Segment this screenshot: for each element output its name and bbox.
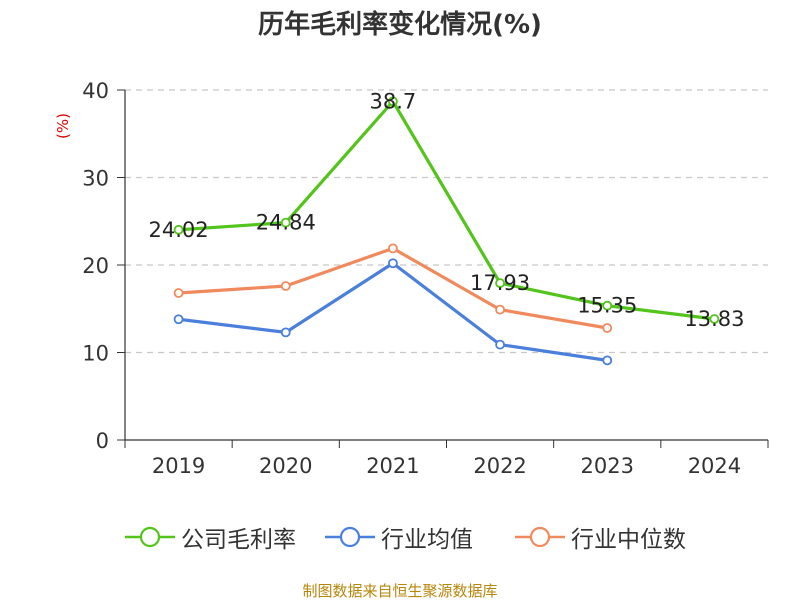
data-point — [602, 355, 613, 366]
data-label: 17.93 — [470, 271, 530, 295]
data-point — [388, 243, 398, 254]
series-lines — [173, 96, 720, 366]
data-point — [173, 288, 184, 298]
legend-label: 行业中位数 — [571, 527, 686, 553]
data-point — [173, 224, 184, 235]
y-tick-label: 10 — [82, 342, 109, 366]
y-axis-label: (%) — [54, 113, 72, 139]
data-point — [709, 314, 720, 324]
data-point — [173, 314, 184, 325]
legend-swatch-icon — [125, 526, 175, 548]
axes: 0 10 20 30 40 2019 2020 2021 2022 2023 2024 — [82, 79, 769, 478]
grid-lines — [125, 89, 768, 354]
data-label: 13.83 — [684, 307, 744, 331]
legend-label: 公司毛利率 — [181, 527, 296, 553]
x-tick-label: 2020 — [259, 454, 312, 478]
x-tick-label: 2021 — [366, 454, 419, 478]
chart-title: 历年毛利率变化情况(%) — [258, 10, 542, 40]
data-point — [388, 258, 398, 269]
x-tick-label: 2023 — [581, 454, 634, 478]
legend-item[interactable]: 行业中位数 — [515, 520, 686, 554]
legend-swatch-icon — [325, 526, 375, 548]
data-point — [495, 278, 505, 289]
source-note: 制图数据来自恒生聚源数据库 — [302, 582, 498, 600]
data-point — [495, 304, 505, 315]
data-point — [280, 217, 291, 228]
x-tick-label: 2022 — [473, 454, 526, 478]
series-line-1 — [178, 261, 608, 362]
data-label: 15.35 — [577, 294, 637, 318]
legend-item[interactable]: 行业均值 — [325, 520, 473, 554]
data-point — [280, 281, 291, 291]
data-point — [280, 327, 291, 338]
legend-label: 行业均值 — [381, 527, 473, 553]
data-point — [602, 323, 613, 333]
legend-item[interactable]: 公司毛利率 — [125, 520, 296, 554]
x-tick-label: 2019 — [152, 454, 205, 478]
y-tick-label: 0 — [96, 429, 109, 453]
y-tick-label: 40 — [82, 79, 109, 103]
data-labels: 24.02 24.84 38.7 17.93 15.35 13.83 — [149, 89, 745, 331]
y-tick-label: 20 — [82, 254, 109, 278]
data-label: 24.02 — [149, 218, 209, 242]
data-point — [495, 339, 505, 350]
x-tick-label: 2024 — [688, 454, 741, 478]
y-tick-label: 30 — [82, 167, 109, 191]
legend-swatch-icon — [515, 526, 565, 548]
series-line-0 — [178, 99, 715, 321]
data-label: 24.84 — [256, 211, 316, 235]
data-point — [388, 96, 398, 107]
data-label: 38.7 — [370, 89, 417, 113]
data-point — [602, 300, 613, 311]
